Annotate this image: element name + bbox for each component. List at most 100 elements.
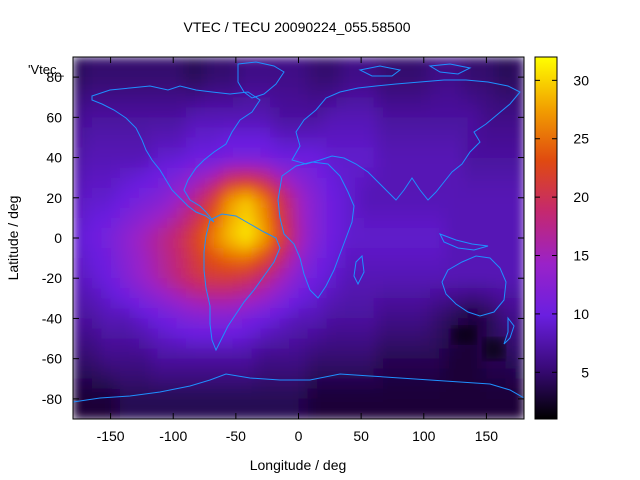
- heatmap-cell: [101, 77, 112, 88]
- heatmap-cell: [195, 238, 206, 249]
- heatmap-cell: [270, 217, 281, 229]
- heatmap-cell: [110, 67, 121, 78]
- heatmap-cell: [383, 348, 394, 360]
- heatmap-cell: [458, 368, 469, 380]
- heatmap-cell: [317, 368, 328, 380]
- heatmap-cell: [354, 77, 366, 88]
- heatmap-cell: [213, 127, 225, 139]
- heatmap-cell: [289, 217, 300, 229]
- heatmap-cell: [354, 87, 366, 99]
- heatmap-cell: [326, 217, 337, 229]
- heatmap-cell: [185, 187, 196, 199]
- heatmap-cell: [458, 207, 469, 219]
- heatmap-cell: [223, 248, 234, 259]
- heatmap-cell: [354, 398, 366, 410]
- heatmap-cell: [185, 217, 196, 229]
- heatmap-cell: [401, 258, 413, 269]
- x-axis: -150 -100 -50 0 50 100 150: [97, 57, 498, 444]
- heatmap-cell: [477, 137, 488, 149]
- heatmap-cell: [411, 288, 422, 300]
- heatmap-cell: [401, 308, 413, 320]
- coastlines: [73, 61, 524, 403]
- heatmap-cell: [298, 288, 309, 300]
- heatmap-cell: [204, 348, 215, 360]
- heatmap-cell: [420, 388, 431, 400]
- heatmap-cell: [176, 67, 187, 78]
- heatmap-cell: [119, 268, 131, 280]
- heatmap-cell: [195, 57, 206, 68]
- heatmap-cell: [260, 177, 272, 189]
- heatmap-cell: [401, 67, 413, 78]
- heatmap-cell: [317, 77, 328, 88]
- heatmap-cell: [138, 87, 149, 99]
- heatmap-cell: [439, 288, 450, 300]
- heatmap-cell: [242, 117, 253, 129]
- heatmap-cell: [336, 348, 347, 360]
- colorbar: [534, 56, 558, 420]
- heatmap-cell: [514, 177, 524, 189]
- heatmap-cell: [279, 167, 290, 179]
- heatmap-cell: [270, 388, 281, 400]
- heatmap-cell: [326, 318, 337, 330]
- heatmap-cell: [467, 348, 478, 360]
- heatmap-cell: [148, 288, 159, 300]
- heatmap-cell: [73, 278, 84, 290]
- heatmap-cell: [242, 67, 253, 78]
- heatmap-cell: [213, 318, 225, 330]
- heatmap-cell: [129, 338, 140, 350]
- heatmap-cell: [458, 77, 469, 88]
- heatmap-cell: [82, 77, 93, 88]
- heatmap-cell: [392, 298, 403, 310]
- heatmap-cell: [392, 388, 403, 400]
- heatmap-cell: [420, 57, 431, 68]
- heatmap-cell: [138, 217, 149, 229]
- heatmap-cell: [458, 318, 469, 330]
- heatmap-cell: [458, 278, 469, 290]
- heatmap-cell: [514, 207, 524, 219]
- heatmap-cell: [307, 268, 319, 280]
- heatmap-cell: [232, 187, 243, 199]
- heatmap-cell: [204, 378, 215, 390]
- heatmap-cell: [204, 107, 215, 119]
- heatmap-cell: [420, 147, 431, 159]
- heatmap-cell: [91, 227, 102, 239]
- heatmap-cell: [148, 348, 159, 360]
- heatmap-cell: [260, 127, 272, 139]
- heatmap-cell: [477, 398, 488, 410]
- heatmap-cell: [279, 197, 290, 209]
- heatmap-cell: [336, 227, 347, 239]
- heatmap-cell: [195, 157, 206, 169]
- heatmap-cell: [486, 97, 497, 109]
- heatmap-cell: [486, 248, 497, 259]
- heatmap-cell: [270, 318, 281, 330]
- heatmap-cell: [242, 137, 253, 149]
- heatmap-cell: [279, 328, 290, 340]
- heatmap-cell: [383, 368, 394, 380]
- heatmap-cell: [251, 107, 262, 119]
- heatmap-cell: [505, 338, 516, 350]
- heatmap-cell: [251, 278, 262, 290]
- heatmap-cell: [279, 388, 290, 400]
- heatmap-cell: [242, 227, 253, 239]
- heatmap-cell: [477, 338, 488, 350]
- heatmap-cell: [411, 137, 422, 149]
- heatmap-cell: [166, 298, 178, 310]
- heatmap-cell: [458, 388, 469, 400]
- heatmap-cell: [242, 97, 253, 109]
- heatmap-cell: [326, 308, 337, 320]
- heatmap-cell: [110, 207, 121, 219]
- heatmap-cell: [138, 328, 149, 340]
- heatmap-cell: [242, 268, 253, 280]
- heatmap-cell: [486, 157, 497, 169]
- heatmap-cell: [232, 398, 243, 410]
- heatmap-cell: [148, 147, 159, 159]
- heatmap-cell: [505, 318, 516, 330]
- heatmap-cell: [383, 157, 394, 169]
- heatmap-cell: [148, 157, 159, 169]
- heatmap-cell: [119, 217, 131, 229]
- heatmap-cell: [307, 328, 319, 340]
- heatmap-cell: [242, 187, 253, 199]
- heatmap-cell: [73, 358, 84, 370]
- heatmap-cell: [279, 308, 290, 320]
